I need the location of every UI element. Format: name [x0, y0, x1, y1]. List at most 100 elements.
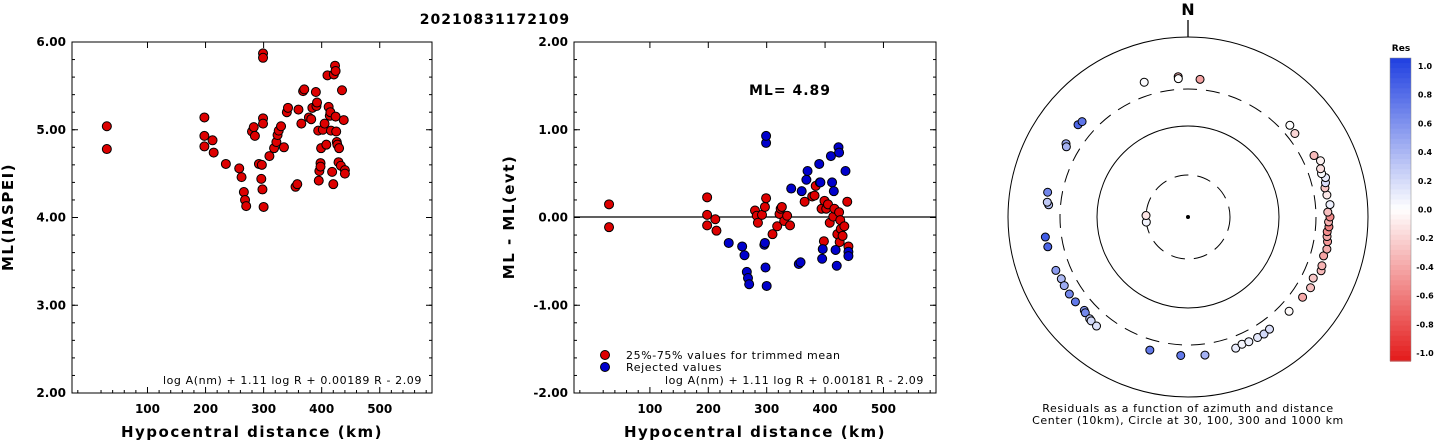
colorbar-label: -0.6	[1416, 292, 1434, 301]
station-point	[1231, 343, 1241, 353]
panel2-point-rejected	[830, 244, 841, 255]
colorbar-band	[1390, 78, 1411, 84]
panel1-xtick-label: 200	[193, 402, 218, 416]
station-point	[1176, 350, 1186, 360]
colorbar-band	[1390, 153, 1411, 160]
panel1-ticks: 100 200 300 400 500 2.00 3.00 4.00 5.00 6.00	[36, 35, 432, 416]
panel1-ytick-label: 3.00	[36, 298, 66, 312]
panel1-xtick-label: 100	[135, 402, 160, 416]
colorbar-band	[1390, 189, 1411, 195]
station-point	[1322, 244, 1332, 254]
colorbar-band	[1390, 350, 1411, 357]
colorbar-band	[1390, 290, 1411, 296]
panel2-point-trimmed	[710, 214, 721, 225]
station-point	[1061, 142, 1071, 152]
colorbar-band	[1390, 113, 1411, 120]
colorbar-band	[1390, 103, 1411, 110]
panel1-point	[236, 172, 247, 183]
panel1-point	[278, 142, 289, 153]
colorbar-title: Res	[1392, 44, 1410, 54]
panel-ml-vs-distance: 100 200 300 400 500 2.00 3.00 4.00 5.00 6.00 ML(I…	[0, 35, 433, 441]
colorbar-band	[1390, 285, 1411, 291]
panel2-point-trimmed	[785, 220, 796, 231]
figure-title: 20210831172109	[420, 12, 570, 28]
colorbar-frame	[1389, 57, 1412, 362]
colorbar-band	[1390, 295, 1411, 301]
panel1-point	[319, 118, 330, 129]
panel1-point	[234, 163, 245, 174]
station-point	[1139, 77, 1149, 87]
colorbar-band	[1390, 340, 1411, 347]
panel1-point	[283, 102, 293, 113]
panel1-point	[296, 118, 307, 129]
ring-300km	[1059, 88, 1317, 346]
panel1-points	[101, 48, 350, 212]
panel1-point	[258, 52, 269, 63]
colorbar-band	[1390, 179, 1411, 185]
panel2-ytick-label: 2.00	[538, 35, 568, 49]
panel2-point-rejected	[827, 177, 838, 188]
colorbar-band	[1390, 260, 1411, 266]
panel2-point-rejected	[786, 183, 797, 194]
panel2-point-rejected	[840, 165, 851, 176]
station-point	[1284, 306, 1294, 316]
colorbar-band	[1390, 355, 1411, 362]
panel1-point	[327, 166, 338, 177]
panel2-xtick-label: 100	[637, 402, 662, 416]
panel2-ytick-label: 0.00	[538, 211, 568, 225]
station-point	[1306, 283, 1316, 293]
station-point	[1325, 200, 1335, 210]
panel1-point	[256, 173, 267, 184]
map-caption-1: Residuals as a function of azimuth and d…	[1042, 402, 1333, 415]
ring-1000km	[1007, 36, 1369, 398]
panel2-xtick-label: 300	[754, 402, 779, 416]
colorbar-band	[1390, 310, 1411, 317]
station-point	[1141, 211, 1151, 221]
panel2-xlabel: Hypocentral distance (km)	[624, 423, 886, 441]
station-point	[1265, 324, 1275, 334]
panel2-xtick-label: 200	[696, 402, 721, 416]
colorbar-band	[1390, 108, 1411, 115]
station-point	[1308, 273, 1318, 283]
panel1-point	[101, 144, 112, 155]
station-point	[1059, 281, 1069, 291]
panel2-point-rejected	[828, 186, 839, 197]
panel2-ytick-label: -2.00	[533, 386, 568, 400]
panel2-point-rejected	[831, 260, 842, 271]
colorbar-band	[1390, 138, 1411, 145]
panel1-point	[248, 122, 259, 133]
station-point	[1316, 164, 1326, 174]
colorbar-band	[1390, 143, 1411, 150]
panel2-point-rejected	[723, 237, 734, 248]
panel1-ytick-label: 4.00	[36, 211, 66, 225]
panel2-point-rejected	[739, 250, 750, 261]
colorbar-label: 0.8	[1418, 91, 1433, 100]
station-point	[1290, 128, 1300, 138]
colorbar-band	[1390, 199, 1411, 206]
colorbar-band	[1390, 270, 1411, 276]
panel1-point	[306, 114, 317, 125]
panel1-point	[199, 112, 210, 123]
station-point	[1070, 297, 1080, 307]
panel2-point-rejected	[843, 251, 854, 262]
panel1-ytick-label: 2.00	[36, 386, 66, 400]
colorbar-band	[1390, 93, 1411, 99]
colorbar-label: 1.0	[1418, 62, 1433, 71]
panel2-ytick-label: -1.00	[533, 298, 568, 312]
panel1-point	[293, 104, 304, 115]
panel-azimuth-map: N Residuals as a function of azimuth and…	[1007, 0, 1434, 427]
panel2-point-rejected	[814, 158, 825, 169]
panel2-point-trimmed	[604, 222, 615, 233]
panel2-point-trimmed	[776, 201, 787, 212]
station-point	[1259, 329, 1269, 339]
panel2-point-rejected	[796, 186, 807, 197]
panel1-point	[334, 143, 345, 154]
station-point	[1145, 345, 1155, 355]
colorbar-band	[1390, 229, 1411, 236]
panel2-point-trimmed	[604, 199, 615, 210]
panel2-points	[604, 130, 854, 291]
colorbar-band	[1390, 184, 1411, 190]
panel1-point	[328, 179, 339, 190]
panel1-point	[338, 115, 349, 126]
colorbar-band	[1390, 133, 1411, 140]
